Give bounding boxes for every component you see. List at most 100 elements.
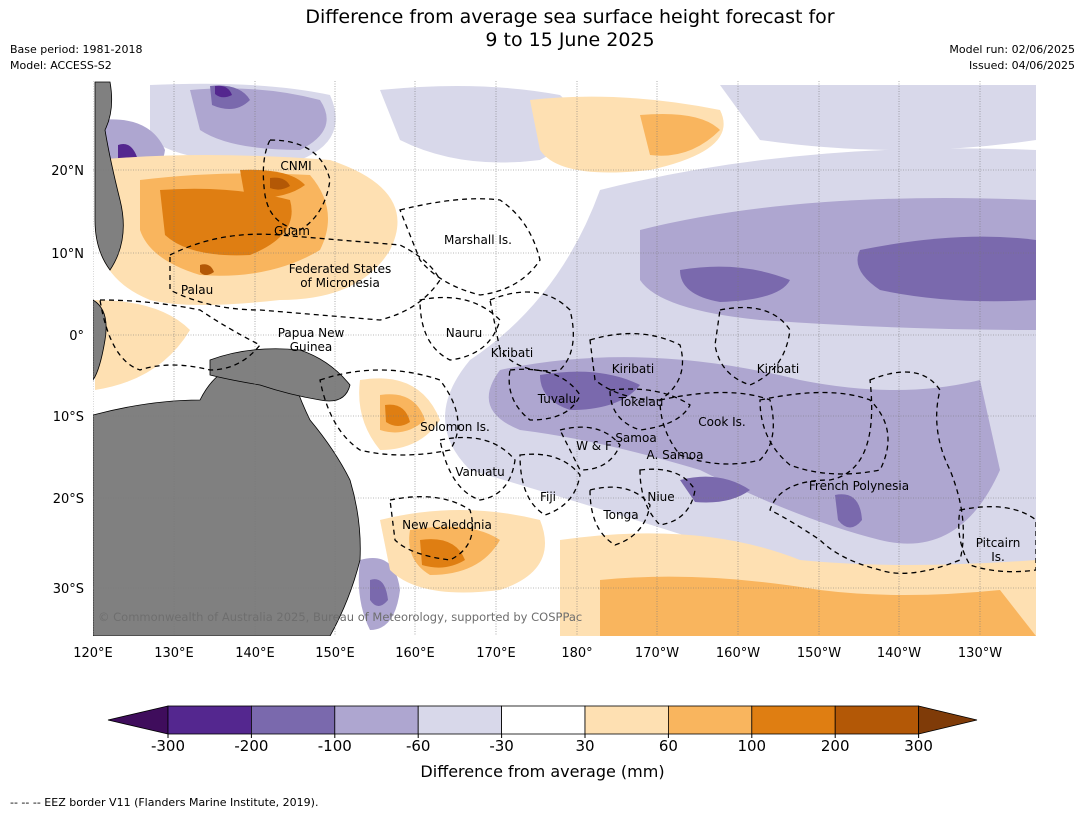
region-label: Cook Is. [698,415,745,429]
region-label: Papua New [278,326,345,340]
region-label: Tuvalu [537,392,577,406]
anomaly-fill [680,266,790,302]
region-label: Marshall Is. [444,233,512,247]
eez-border [639,468,696,526]
colorbar-segment [417,705,503,735]
region-label: Guinea [290,340,333,354]
eez-border [958,506,1036,573]
colorbar-tick-label: -200 [234,737,268,755]
latitude-labels: 20°N 10°N 0° 10°S 20°S 30°S [51,164,84,597]
colorbar-segment [167,705,252,735]
anomaly-fill [200,264,214,275]
colorbar-extend-high [918,705,978,735]
title-line-1: Difference from average sea surface heig… [305,6,835,28]
longitude-label: 130°W [958,646,1002,661]
colorbar-segment [584,705,669,735]
map-area: CNMI Guam Marshall Is. Federated States … [93,81,1036,636]
longitude-label: 120°E [73,646,113,661]
region-label: Guam [274,224,310,238]
region-label: A. Samoa [647,448,704,462]
region-labels: CNMI Guam Marshall Is. Federated States … [181,159,1020,564]
anomaly-fill [215,85,232,98]
eez-border [559,426,621,471]
region-label: Vanuatu [455,465,505,479]
longitude-label: 170°W [635,646,679,661]
base-period: Base period: 1981-2018 [10,43,143,56]
region-label: Tokelau [618,395,664,409]
eez-border [714,306,791,386]
eez-borders [99,139,1036,574]
eez-border [439,436,516,501]
colorbar: -300 -200 -100 -60 -30 30 60 100 200 300 [107,705,978,755]
australia-land [93,360,361,636]
anomaly-fills [95,83,1036,636]
eez-border [589,486,651,546]
latitude-label: 20°S [53,492,84,507]
anomaly-fill [420,539,465,568]
eez-footnote: -- -- -- EEZ border V11 (Flanders Marine… [10,796,319,809]
eez-border [589,332,684,401]
eez-border [519,453,581,516]
region-label: Kiribati [757,362,799,376]
model-name: Model: ACCESS-S2 [10,59,112,72]
anomaly-fill [600,576,1036,636]
issued-date: Issued: 04/06/2025 [968,59,1075,72]
anomaly-fill [380,86,576,163]
colorbar-tick-label: -60 [406,737,431,755]
latitude-label: 10°S [53,410,84,425]
copyright-text: © Commonwealth of Australia 2025, Bureau… [98,610,582,624]
colorbar-segment [334,705,419,735]
anomaly-fill [370,579,388,606]
model-run: Model run: 02/06/2025 [949,43,1075,56]
colorbar-segment [751,705,836,735]
colorbar-tick-label: -30 [489,737,514,755]
graticule [93,81,1036,636]
anomaly-fill [385,404,410,426]
region-label: Is. [991,550,1005,564]
eez-border [659,391,774,465]
eez-border [769,371,964,574]
region-label: Niue [647,490,674,504]
colorbar-tick-label: 60 [659,737,678,755]
longitude-labels: 120°E 130°E 140°E 150°E 160°E 170°E 180° 170°W 1… [73,646,1002,661]
longitude-label: 140°W [877,646,921,661]
colorbar-segment [668,705,753,735]
anomaly-fill [488,357,1000,544]
colorbar-tick-label: -100 [318,737,352,755]
map-title: Difference from average sea surface heig… [0,6,1085,52]
latitude-label: 0° [69,329,84,344]
new-guinea-land [209,348,351,402]
longitude-label: 180° [561,646,592,661]
region-label: New Caledonia [402,518,492,532]
latitude-label: 20°N [51,164,84,179]
colorbar-tick-label: -300 [151,737,185,755]
meta-right: Model run: 02/06/2025 Issued: 04/06/2025 [949,42,1075,74]
region-label: Kiribati [612,362,654,376]
longitude-label: 150°W [797,646,841,661]
eez-border [609,388,691,431]
anomaly-fill [640,114,720,156]
longitude-label: 150°E [315,646,355,661]
longitude-label: 130°E [154,646,194,661]
colorbar-tick-label: 300 [904,737,933,755]
colorbar-tick-label: 100 [737,737,766,755]
eez-border [399,198,541,296]
region-label: Federated States [289,262,391,276]
longitude-label: 160°E [395,646,435,661]
region-label: W & F [576,439,612,453]
eez-border [389,496,474,561]
borneo-land [93,299,107,381]
eez-border [319,369,459,456]
region-label: Tonga [602,508,638,522]
longitude-label: 140°E [235,646,275,661]
philippines-land [94,81,124,271]
region-label: Fiji [540,490,556,504]
landmass [93,81,361,636]
anomaly-fill [270,177,290,190]
title-line-2: 9 to 15 June 2025 [485,29,655,51]
latitude-label: 10°N [51,247,84,262]
colorbar-segment [501,705,586,735]
eez-border [169,233,441,321]
eez-border [508,368,581,421]
